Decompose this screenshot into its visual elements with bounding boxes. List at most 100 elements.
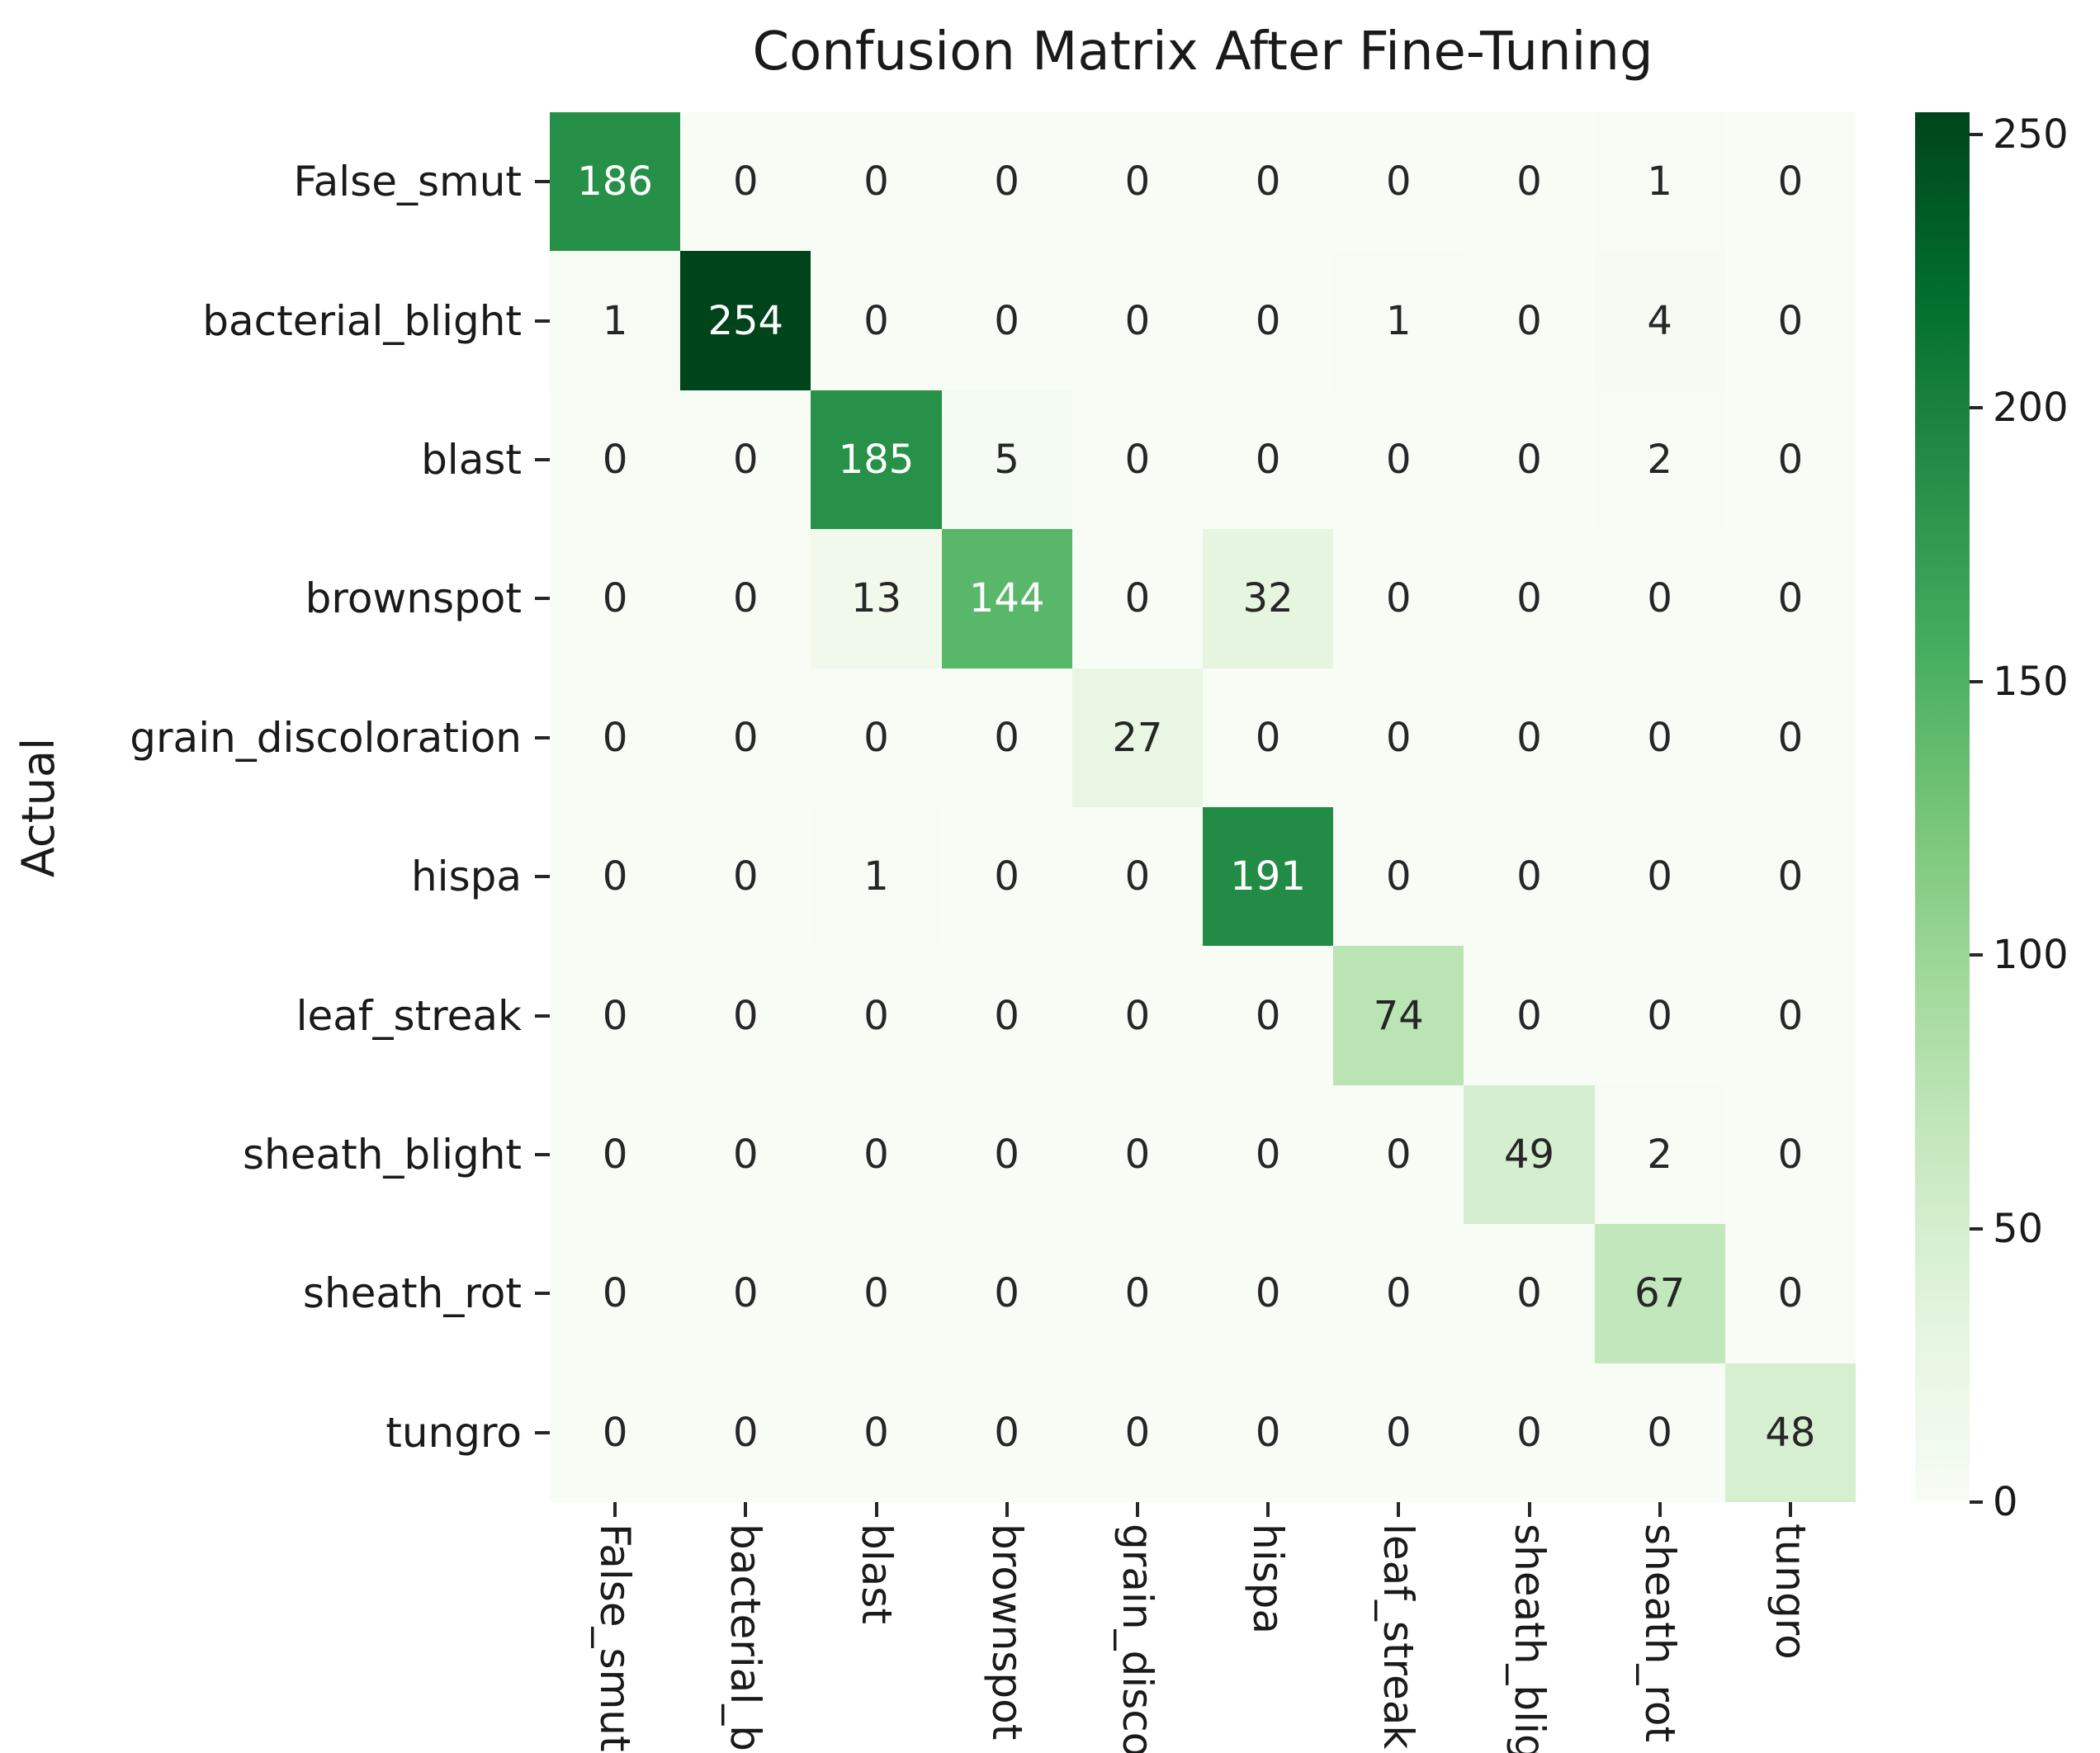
heatmap-cell: 0	[941, 1224, 1072, 1363]
y-tick-label: sheath_rot	[302, 1269, 522, 1318]
colorbar-tick-label: 150	[1993, 658, 2069, 705]
heatmap-cell: 0	[1724, 1084, 1856, 1225]
y-tick-mark	[535, 1430, 550, 1434]
heatmap-cell: 0	[1202, 946, 1334, 1085]
y-tick-label: leaf_streak	[296, 991, 522, 1040]
heatmap-cell: 0	[550, 1224, 681, 1363]
heatmap-cell: 0	[1071, 390, 1203, 530]
heatmap-cell: 0	[1202, 390, 1334, 530]
colorbar-tick-label: 100	[1993, 932, 2069, 978]
y-tick-mark	[535, 458, 550, 461]
y-tick-mark	[535, 180, 550, 184]
heatmap-cell: 0	[1464, 529, 1595, 669]
heatmap-cell: 0	[680, 390, 811, 530]
heatmap-cell: 0	[1071, 1084, 1203, 1225]
heatmap-cell: 0	[1202, 1224, 1334, 1363]
heatmap-cell: 0	[1464, 1224, 1595, 1363]
x-tick-label: bacterial_blight	[721, 1524, 770, 1753]
heatmap-cell: 1	[1594, 112, 1725, 252]
heatmap-cell: 5	[941, 390, 1072, 530]
heatmap-cell: 0	[1464, 390, 1595, 530]
heatmap-cell: 0	[811, 1224, 942, 1363]
colorbar	[1915, 112, 1970, 1502]
y-tick-mark	[535, 875, 550, 879]
heatmap-cell: 0	[550, 390, 681, 530]
y-tick-mark	[535, 735, 550, 739]
x-tick-label: grain_discoloration	[1113, 1524, 1161, 1753]
heatmap-cell: 0	[680, 1363, 811, 1502]
heatmap-cell: 0	[550, 946, 681, 1085]
y-tick-label: brownspot	[305, 574, 522, 623]
heatmap-cell: 0	[1333, 1363, 1464, 1502]
x-tick-mark	[613, 1502, 617, 1517]
x-tick-label: sheath_blight	[1505, 1524, 1554, 1753]
x-tick-label: sheath_rot	[1635, 1524, 1684, 1743]
heatmap-cell: 0	[680, 1084, 811, 1225]
heatmap-cell: 0	[1202, 112, 1334, 252]
heatmap-cell: 0	[1464, 1363, 1595, 1502]
heatmap-cell: 74	[1333, 946, 1464, 1085]
colorbar-tick-label: 200	[1993, 385, 2069, 432]
colorbar-tick-mark	[1970, 1500, 1983, 1504]
heatmap-cell: 0	[1724, 390, 1856, 530]
heatmap-cell: 49	[1464, 1084, 1595, 1225]
heatmap-cell: 0	[1071, 806, 1203, 947]
heatmap-cell: 0	[1464, 112, 1595, 252]
heatmap-cell: 0	[811, 112, 942, 252]
heatmap-cell: 67	[1594, 1224, 1725, 1363]
heatmap-cell: 186	[550, 112, 681, 252]
colorbar-tick-mark	[1970, 406, 1983, 410]
heatmap-grid: 186 0 0 0 0 0 0 0 1 0 1 254 0 0 0 0 1 0 4 0 0 0 185 5 0 0 0 0 2 0 0 0 13…	[550, 112, 1856, 1502]
heatmap-cell: 0	[1594, 529, 1725, 669]
y-axis-label-container: Actual	[7, 112, 71, 1502]
heatmap-cell: 0	[550, 806, 681, 947]
heatmap-cell: 0	[680, 112, 811, 252]
x-tick-mark	[1788, 1502, 1792, 1517]
x-tick-mark	[1658, 1502, 1662, 1517]
heatmap-cell: 48	[1724, 1363, 1856, 1502]
x-tick-label: False_smut	[591, 1524, 640, 1752]
chart-title: Confusion Matrix After Fine-Tuning	[752, 21, 1653, 83]
heatmap-cell: 0	[811, 668, 942, 807]
heatmap-cell: 1	[1333, 251, 1464, 390]
heatmap-cell: 0	[941, 112, 1072, 252]
heatmap-cell: 254	[680, 251, 811, 390]
heatmap-cell: 0	[1202, 668, 1334, 807]
x-tick-mark	[874, 1502, 878, 1517]
x-tick-mark	[1527, 1502, 1531, 1517]
y-tick-mark	[535, 1153, 550, 1156]
heatmap-cell: 0	[1724, 529, 1856, 669]
heatmap-cell: 0	[1464, 806, 1595, 947]
heatmap-cell: 0	[941, 1084, 1072, 1225]
heatmap-cell: 0	[1333, 529, 1464, 669]
heatmap-cell: 0	[1464, 946, 1595, 1085]
y-tick-label: blast	[421, 436, 522, 484]
x-tick-label: hispa	[1244, 1524, 1293, 1635]
y-tick-mark	[535, 1014, 550, 1018]
heatmap-cell: 0	[1594, 668, 1725, 807]
x-tick-mark	[1397, 1502, 1401, 1517]
colorbar-tick-mark	[1970, 1226, 1983, 1231]
heatmap-cell: 0	[811, 1363, 942, 1502]
heatmap-cell: 4	[1594, 251, 1725, 390]
y-tick-label: bacterial_blight	[202, 296, 522, 345]
heatmap-cell: 0	[1724, 806, 1856, 947]
y-tick-label: grain_discoloration	[130, 713, 522, 762]
heatmap-cell: 0	[550, 668, 681, 807]
x-tick-mark	[1266, 1502, 1270, 1517]
heatmap-cell: 0	[680, 946, 811, 1085]
heatmap-cell: 2	[1594, 1084, 1725, 1225]
heatmap-cell: 0	[1071, 1224, 1203, 1363]
heatmap-cell: 0	[1333, 806, 1464, 947]
heatmap-cell: 0	[1333, 668, 1464, 807]
heatmap-cell: 0	[811, 1084, 942, 1225]
heatmap-cell: 0	[1464, 668, 1595, 807]
heatmap-cell: 0	[1594, 806, 1725, 947]
colorbar-tick-label: 50	[1993, 1205, 2044, 1252]
heatmap-cell: 0	[1202, 251, 1334, 390]
y-tick-label: False_smut	[293, 158, 522, 206]
heatmap-cell: 13	[811, 529, 942, 669]
colorbar-tick-mark	[1970, 953, 1983, 957]
heatmap-cell: 0	[1594, 946, 1725, 1085]
heatmap-cell: 2	[1594, 390, 1725, 530]
